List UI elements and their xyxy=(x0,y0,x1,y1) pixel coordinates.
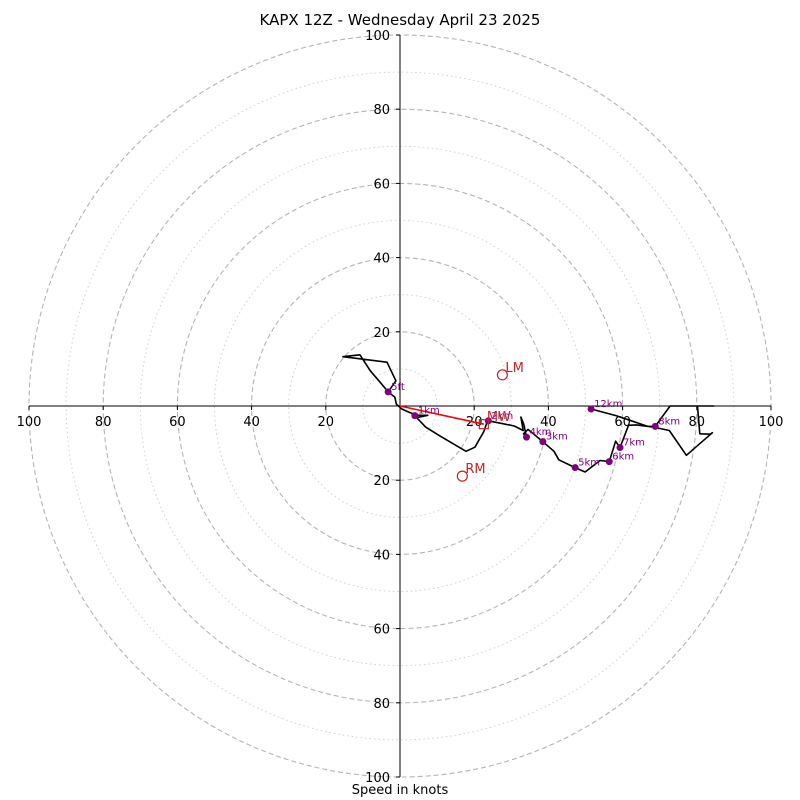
height-marker-label: 6km xyxy=(612,452,634,463)
height-marker-label: 7km xyxy=(623,438,645,449)
height-marker-dot xyxy=(587,405,595,413)
y-tick-label: 60 xyxy=(373,623,390,638)
x-tick-label: 100 xyxy=(759,415,784,430)
x-tick-label: 20 xyxy=(318,415,335,430)
shear-vector xyxy=(399,405,485,425)
y-tick-label: 20 xyxy=(373,474,390,489)
storm-motion-label: LM xyxy=(505,361,523,376)
height-marker-dot xyxy=(605,458,613,466)
height-marker-label: 3km xyxy=(546,432,568,443)
height-marker-dot xyxy=(616,444,624,452)
height-marker-dot xyxy=(523,433,531,441)
storm-motion-marker xyxy=(478,419,489,430)
storm-motion-marker xyxy=(496,369,508,381)
storm-motion-markers: LM RM MW xyxy=(456,361,524,482)
x-axis-label: Speed in knots xyxy=(351,783,449,798)
y-tick-label: 80 xyxy=(373,103,390,118)
x-tick-label: 80 xyxy=(689,415,706,430)
x-tick-label: 40 xyxy=(540,415,557,430)
x-tick-label: 40 xyxy=(243,415,260,430)
tick-labels: 100 80 60 40 20 20 40 60 80 100100806040202040608… xyxy=(17,29,784,786)
hodograph-trace xyxy=(342,353,715,473)
height-marker-dot xyxy=(571,464,579,472)
height-marker-label: 1km xyxy=(418,406,440,417)
y-tick-label: 100 xyxy=(365,771,390,786)
x-tick-label: 100 xyxy=(17,415,42,430)
x-tick-label: 80 xyxy=(95,415,112,430)
height-marker-label: 5ft xyxy=(391,382,405,393)
y-tick-label: 40 xyxy=(373,548,390,563)
chart-title: KAPX 12Z - Wednesday April 23 2025 xyxy=(259,11,541,29)
height-marker-dot xyxy=(651,422,659,430)
storm-motion-marker xyxy=(456,470,468,482)
y-tick-label: 60 xyxy=(373,177,390,192)
y-tick-label: 100 xyxy=(365,29,390,44)
height-marker-dot xyxy=(539,438,547,446)
y-tick-label: 40 xyxy=(373,252,390,267)
height-marker-dot xyxy=(411,412,419,420)
height-marker-dot xyxy=(384,388,392,396)
y-tick-label: 20 xyxy=(373,326,390,341)
height-marker-label: 8km xyxy=(658,416,680,427)
y-tick-label: 80 xyxy=(373,697,390,712)
height-marker-label: 12km xyxy=(594,399,622,410)
height-marker-label: 4km xyxy=(530,427,552,438)
x-tick-label: 60 xyxy=(169,415,186,430)
hodograph-trace-group xyxy=(342,353,715,473)
storm-motion-label: MW xyxy=(487,410,511,425)
storm-motion-label: RM xyxy=(465,462,485,477)
height-marker-label: 5km xyxy=(578,458,600,469)
height-marker-label: 2km xyxy=(491,411,513,422)
